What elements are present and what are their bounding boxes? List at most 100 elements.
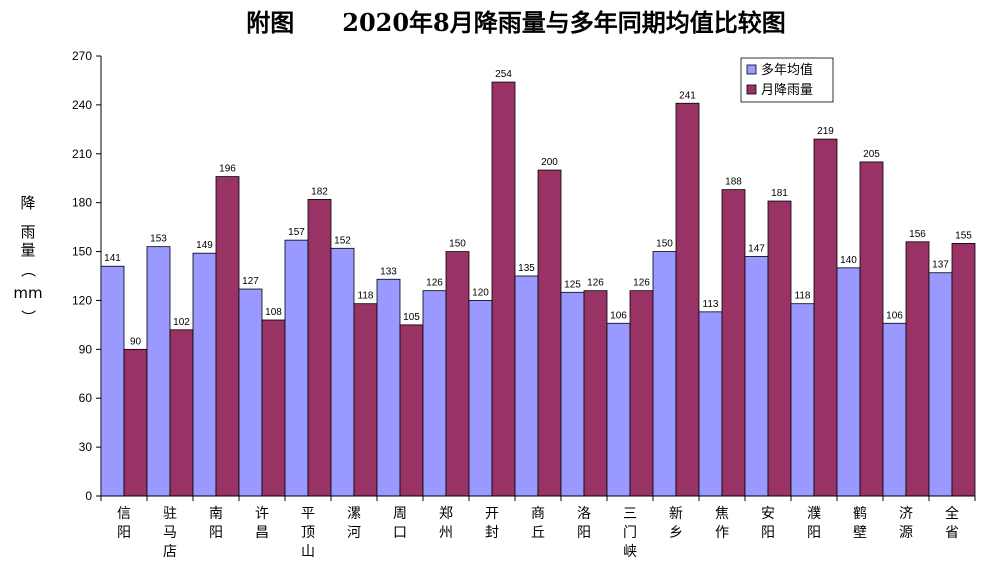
x-tick-label: 鹤壁 [853,506,867,541]
data-label: 205 [863,149,880,160]
data-label: 155 [955,230,972,241]
y-axis-label-char: mm [13,284,42,302]
y-tick-label: 180 [72,196,92,210]
bar-average [606,322,631,497]
x-tick-label: 洛阳 [577,506,591,541]
data-label: 219 [817,126,834,137]
x-tick-label: 新乡 [669,506,683,541]
x-tick-label: 驻马店 [163,506,177,560]
bar-average [790,303,815,497]
data-label: 150 [449,239,466,250]
data-label: 156 [909,229,926,240]
bar-rainfall [491,81,516,497]
legend-label: 多年均值 [761,62,813,78]
y-tick-label: 30 [79,440,93,454]
legend-swatch [746,64,757,75]
data-label: 125 [564,279,581,290]
y-axis-label-char: （ [19,262,37,277]
bar-rainfall [123,348,148,497]
data-label: 181 [771,188,788,199]
bar-rainfall [353,303,378,497]
bar-rainfall [537,169,562,497]
data-label: 147 [748,243,765,254]
y-tick-label: 270 [72,49,92,63]
bar-average [560,291,585,497]
data-label: 149 [196,240,213,251]
data-label: 126 [426,278,443,289]
x-tick-label: 商丘 [531,506,545,541]
bar-average [192,252,217,497]
x-tick-label: 焦作 [715,506,729,541]
legend-label: 月降雨量 [761,83,813,98]
data-label: 153 [150,234,167,245]
bar-rainfall [767,200,792,497]
bar-rainfall [951,243,976,497]
bar-rainfall [675,102,700,497]
bar-rainfall [445,251,470,497]
y-axis-label-char: 降 [20,194,35,212]
data-label: 200 [541,157,558,168]
x-tick-label: 三门峡 [623,506,637,560]
data-label: 150 [656,239,673,250]
data-label: 90 [130,336,142,347]
bars: 141 90 153 102 149 196 127 108 157 182 152 118 133 10… [100,69,976,497]
bar-average [514,275,539,497]
bar-average [238,288,263,497]
data-label: 126 [633,278,650,289]
bar-average [928,272,953,497]
bar-rainfall [629,290,654,497]
data-label: 188 [725,177,742,188]
y-axis-label-char: ） [19,309,37,324]
data-label: 137 [932,260,949,271]
bar-average [146,246,171,497]
y-tick-label: 150 [72,245,92,259]
x-tick-label: 开封 [485,506,499,541]
x-tick-label: 济源 [899,506,913,541]
data-label: 254 [495,69,512,80]
bar-average [100,265,125,497]
bar-rainfall [859,161,884,497]
x-tick-label: 全省 [945,505,959,541]
bar-average [468,300,493,497]
data-label: 120 [472,287,489,298]
y-axis-label-char: 量 [20,241,35,259]
bar-rainfall [169,329,194,497]
data-label: 127 [242,276,259,287]
bar-average [330,247,355,497]
bar-average [652,251,677,497]
bar-rainfall [721,189,746,497]
x-tick-label: 信阳 [117,506,131,541]
data-label: 106 [610,310,627,321]
y-axis: 0 30 60 90 120 150 180 210 240 270 [72,49,102,503]
bar-rainfall [813,138,838,497]
bar-rainfall [215,176,240,497]
bar-average [836,267,861,497]
chart-title: 附图 2020年8月降雨量与多年同期均值比较图 [246,8,786,37]
bar-rainfall [307,199,332,497]
bar-rainfall [261,319,286,497]
bar-average [698,311,723,497]
y-axis-label: 降雨量 （ mm ） [13,194,42,325]
y-tick-label: 0 [85,489,92,503]
bar-average [882,322,907,497]
y-axis-label-char: 雨 [20,223,35,241]
data-label: 105 [403,312,420,323]
data-label: 196 [219,164,236,175]
legend-swatch [746,84,757,95]
x-tick-label: 郑州 [439,506,453,541]
data-label: 157 [288,227,305,238]
bar-average [744,256,769,497]
data-label: 135 [518,263,535,274]
bar-rainfall [905,241,930,497]
data-label: 182 [311,186,328,197]
bar-average [284,239,309,497]
data-label: 140 [840,255,857,266]
x-tick-label: 安阳 [761,506,775,541]
data-label: 141 [104,253,121,264]
data-label: 133 [380,266,397,277]
bar-average [422,290,447,497]
y-tick-label: 240 [72,98,92,112]
y-tick-label: 120 [72,293,92,307]
